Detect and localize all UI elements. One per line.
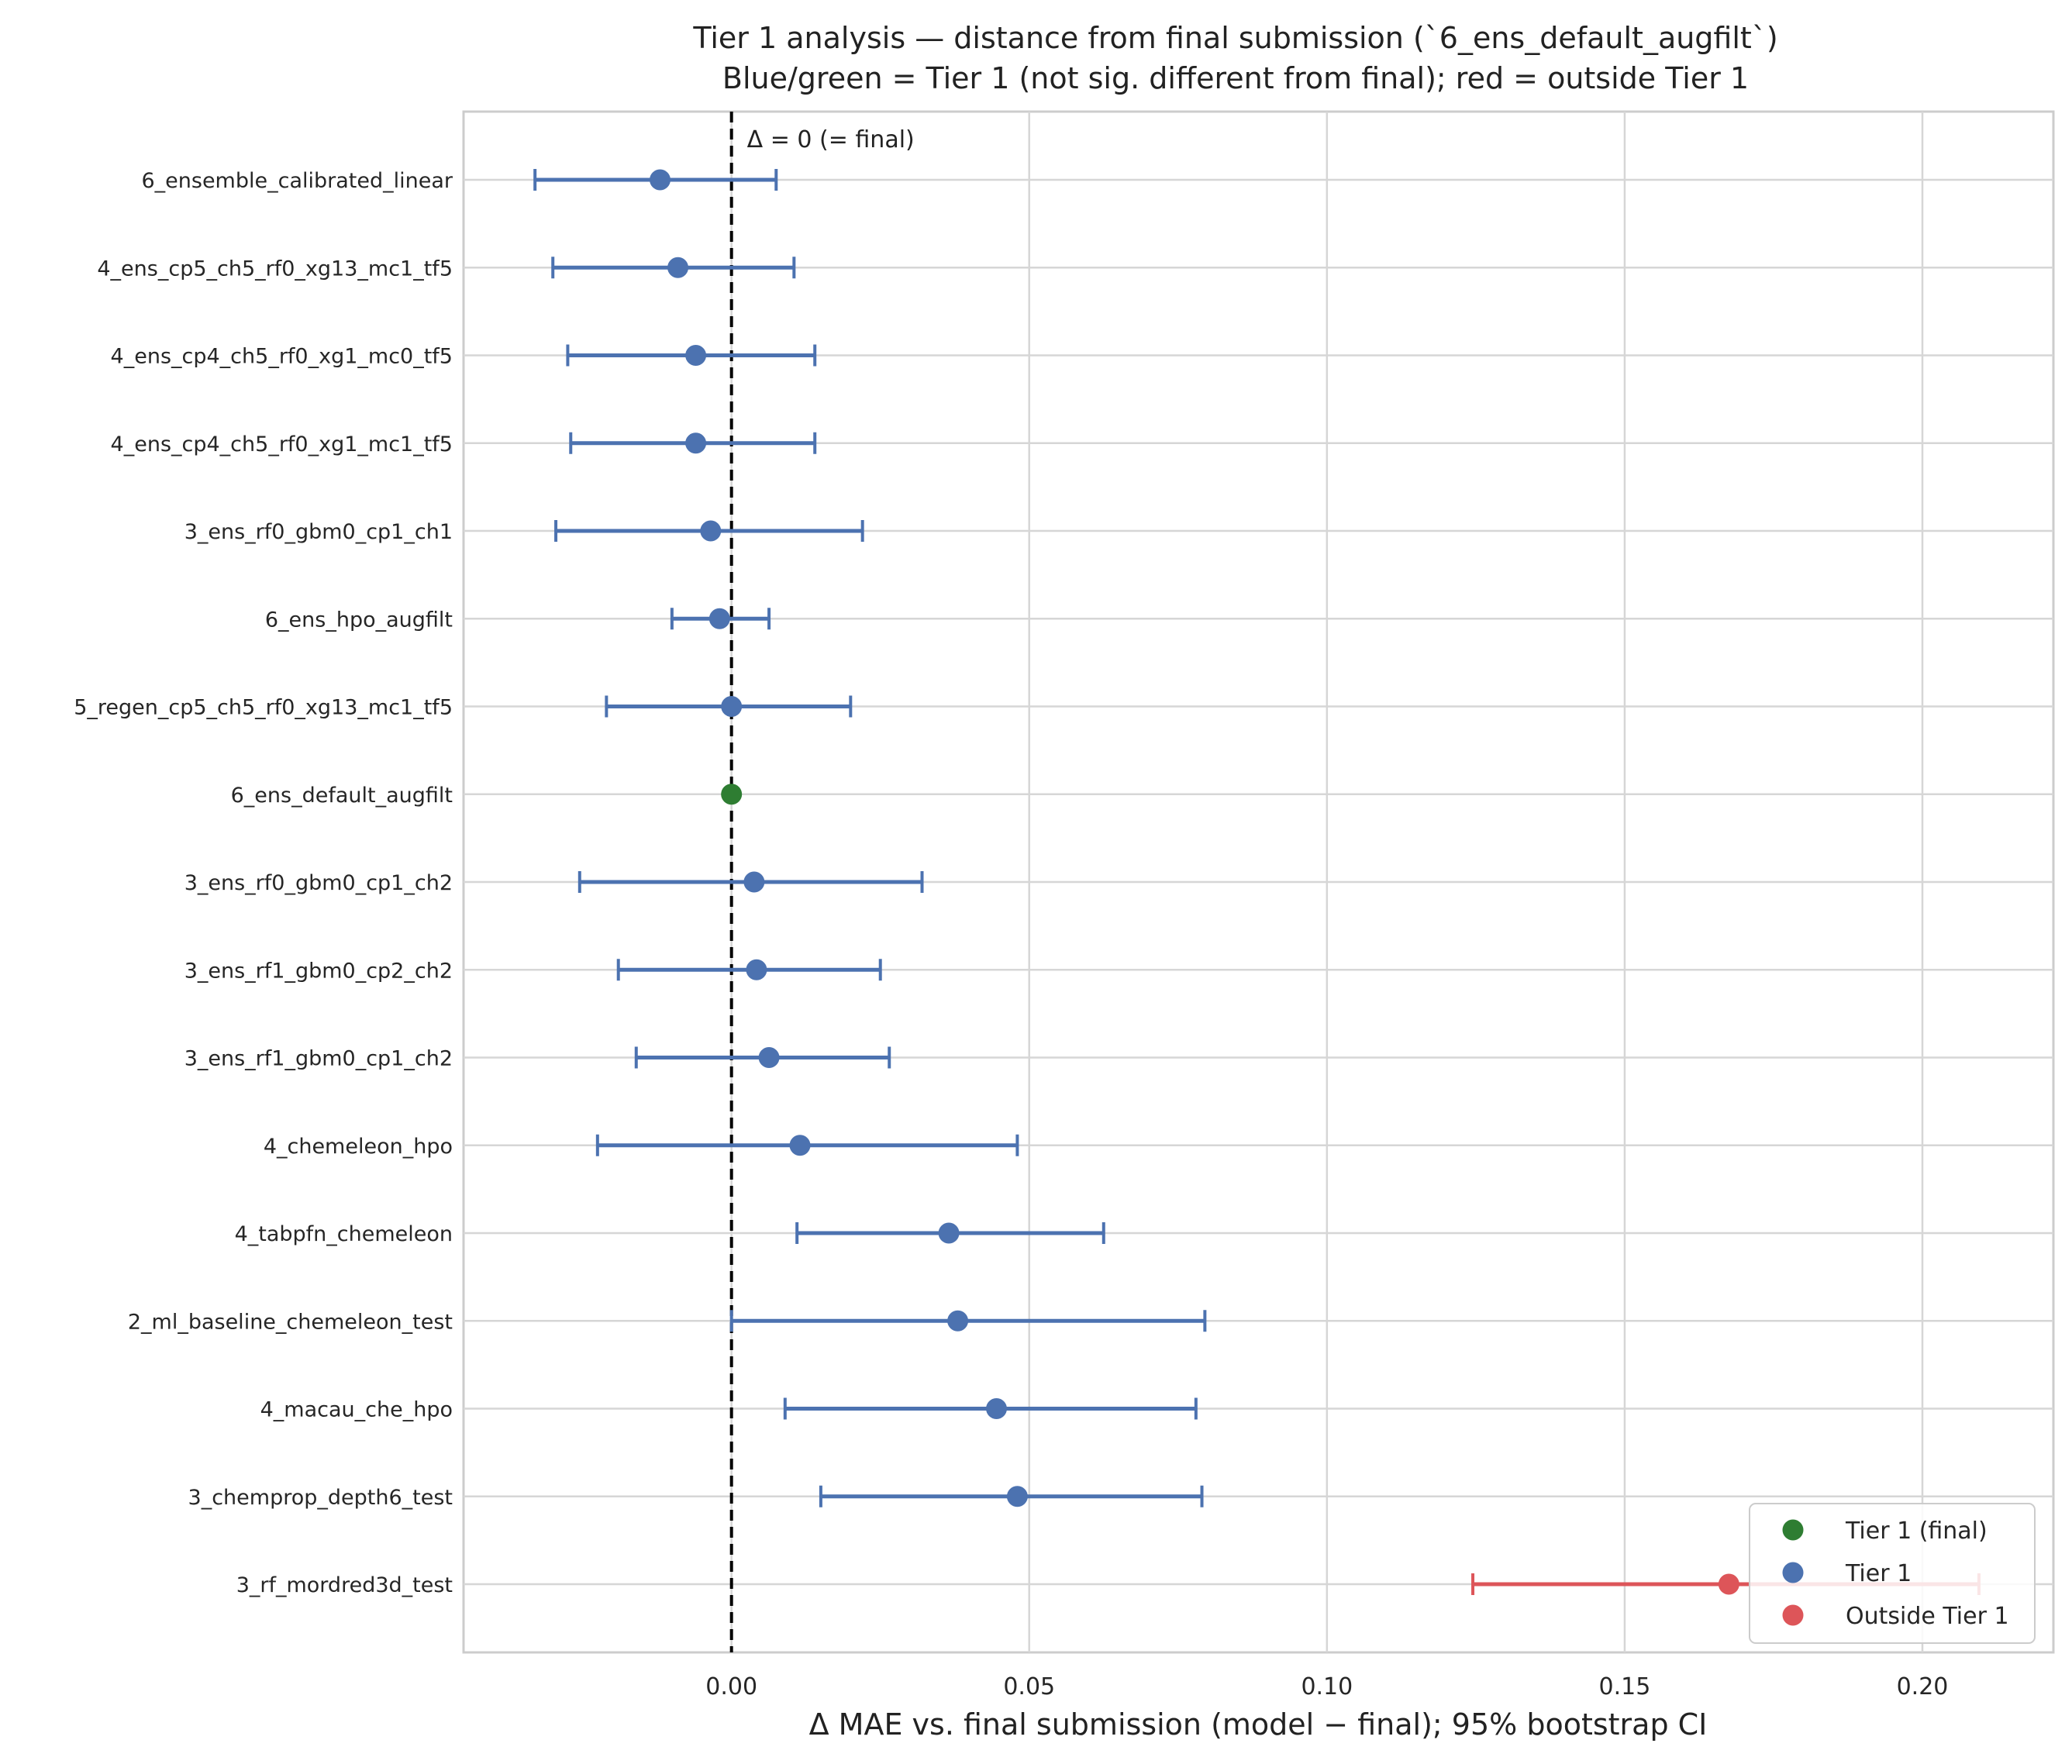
y-tick-label: 3_ens_rf0_gbm0_cp1_ch1 — [184, 520, 453, 544]
data-point — [708, 608, 730, 629]
x-tick-label: 0.15 — [1599, 1673, 1651, 1700]
data-point — [746, 959, 767, 980]
y-tick-label: 4_macau_che_hpo — [260, 1398, 453, 1422]
data-point — [947, 1310, 969, 1332]
y-tick-label: 6_ensemble_calibrated_linear — [141, 169, 453, 193]
y-tick-label: 2_ml_baseline_chemeleon_test — [128, 1310, 453, 1334]
x-axis-label: Δ MAE vs. final submission (model − fina… — [809, 1707, 1708, 1742]
data-point — [667, 257, 689, 278]
x-axis-ticks: 0.00 0.05 0.10 0.15 0.20 — [705, 1673, 1948, 1700]
data-point — [685, 432, 707, 454]
data-point — [758, 1047, 780, 1068]
chart-subtitle: Blue/green = Tier 1 (not sig. different … — [722, 61, 1749, 95]
legend-marker — [1782, 1562, 1804, 1583]
y-tick-label: 6_ens_hpo_augfilt — [265, 608, 453, 632]
x-tick-label: 0.05 — [1003, 1673, 1055, 1700]
data-point — [721, 696, 743, 717]
y-tick-label: 4_chemeleon_hpo — [264, 1135, 453, 1159]
legend-marker — [1782, 1604, 1804, 1626]
data-points — [649, 169, 1739, 1595]
legend-marker — [1782, 1519, 1804, 1541]
y-axis-labels: 6_ensemble_calibrated_linear 4_ens_cp5_ch… — [74, 169, 453, 1597]
y-tick-label: 4_ens_cp5_ch5_rf0_xg13_mc1_tf5 — [97, 257, 453, 281]
data-point — [1006, 1486, 1028, 1507]
data-point — [986, 1398, 1008, 1419]
data-point — [743, 871, 765, 893]
data-point — [938, 1222, 960, 1244]
y-tick-label: 3_ens_rf0_gbm0_cp1_ch2 — [184, 871, 453, 895]
y-tick-label: 5_regen_cp5_ch5_rf0_xg13_mc1_tf5 — [74, 696, 453, 720]
y-tick-label: 6_ens_default_augfilt — [231, 784, 453, 808]
y-tick-label: 3_chemprop_depth6_test — [188, 1486, 453, 1510]
x-tick-label: 0.00 — [705, 1673, 757, 1700]
x-tick-label: 0.10 — [1301, 1673, 1353, 1700]
y-tick-label: 3_rf_mordred3d_test — [236, 1573, 453, 1597]
y-tick-label: 4_ens_cp4_ch5_rf0_xg1_mc1_tf5 — [111, 432, 453, 457]
y-tick-label: 4_ens_cp4_ch5_rf0_xg1_mc0_tf5 — [111, 345, 453, 369]
zero-reference-label: Δ = 0 (= final) — [747, 126, 915, 153]
chart-title: Tier 1 analysis — distance from final su… — [692, 21, 1777, 55]
x-tick-label: 0.20 — [1897, 1673, 1949, 1700]
data-point — [649, 169, 671, 191]
y-tick-label: 4_tabpfn_chemeleon — [235, 1222, 453, 1246]
data-point — [685, 345, 707, 366]
y-tick-label: 3_ens_rf1_gbm0_cp1_ch2 — [184, 1047, 453, 1071]
legend-label: Tier 1 — [1845, 1560, 1912, 1587]
legend-box — [1749, 1503, 2036, 1644]
data-point — [1718, 1573, 1739, 1595]
data-point — [700, 520, 722, 542]
legend-label: Tier 1 (final) — [1845, 1518, 1988, 1545]
data-point — [789, 1135, 811, 1156]
legend: Tier 1 (final) Tier 1 Outside Tier 1 — [1749, 1503, 2036, 1644]
legend-label: Outside Tier 1 — [1846, 1603, 2009, 1630]
y-tick-label: 3_ens_rf1_gbm0_cp2_ch2 — [184, 959, 453, 983]
data-point — [721, 784, 743, 805]
